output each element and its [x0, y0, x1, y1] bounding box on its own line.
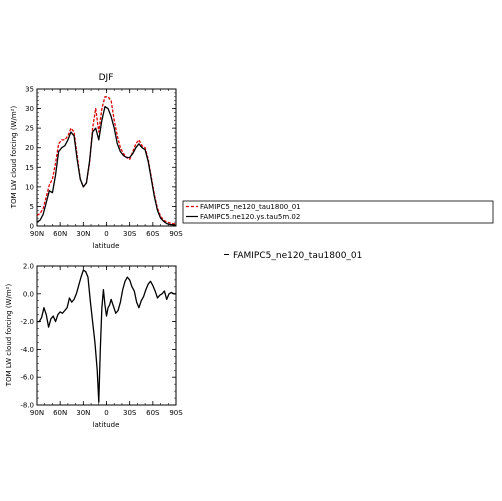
- top-tick-marks: [36, 88, 177, 227]
- y-tick-label: -4.0: [20, 346, 34, 354]
- bottom-x-tick-labels: 90N 60N 30N 0 30S 60S 90S: [30, 409, 183, 417]
- x-tick-label: 30S: [123, 409, 137, 417]
- y-tick-label: -6.0: [20, 374, 34, 382]
- legend-label-series-1: FAMIPC5_ne120_tau1800_01: [200, 203, 301, 211]
- top-y-tick-labels: 0 5 10 15 20 25 30 35: [25, 86, 34, 231]
- bottom-y-tick-labels: -8.0 -6.0 -4.0 -2.0 0.0 2.0: [20, 263, 34, 410]
- top-panel: DJF 0 5 10 15 20 25 30 35 90N 60N 30N 0 30S 60S 90S l…: [10, 73, 183, 250]
- x-tick-label: 60S: [146, 230, 160, 238]
- top-x-axis-title: latitude: [93, 242, 120, 250]
- y-tick-label: -2.0: [20, 318, 34, 326]
- y-tick-label: 35: [25, 86, 34, 94]
- bottom-y-axis-title: TOM LW cloud forcing (W/m²): [5, 284, 13, 388]
- difference-annotation: FAMIPC5_ne120_tau1800_01: [224, 251, 362, 261]
- annotation-label: FAMIPC5_ne120_tau1800_01: [233, 251, 362, 261]
- top-panel-title: DJF: [99, 73, 114, 83]
- y-tick-label: 30: [25, 105, 34, 113]
- y-tick-label: 25: [25, 125, 34, 133]
- x-tick-label: 90S: [169, 230, 183, 238]
- y-tick-label: 2.0: [23, 263, 34, 271]
- bottom-plot-frame: [36, 265, 177, 406]
- y-tick-label: 15: [25, 164, 34, 172]
- x-tick-label: 0: [104, 409, 108, 417]
- legend: FAMIPC5_ne120_tau1800_01 FAMIPC5.ne120.y…: [182, 200, 494, 224]
- bottom-series-group: [37, 269, 176, 403]
- legend-box: [182, 200, 494, 224]
- y-tick-label: 0.0: [23, 290, 34, 298]
- top-y-axis-title: TOM LW cloud forcing (W/m²): [10, 106, 18, 210]
- y-tick-label: 10: [25, 183, 34, 191]
- x-tick-label: 60N: [53, 409, 67, 417]
- x-tick-label: 30S: [123, 230, 137, 238]
- bottom-series-line-1: [37, 269, 176, 403]
- y-tick-label: -8.0: [20, 402, 34, 410]
- x-tick-label: 0: [104, 230, 108, 238]
- x-tick-label: 90N: [30, 409, 44, 417]
- top-series-line-1: [36, 96, 177, 225]
- bottom-x-axis-title: latitude: [93, 421, 120, 429]
- x-tick-label: 90N: [30, 230, 44, 238]
- x-tick-label: 30N: [76, 230, 90, 238]
- bottom-panel: -8.0-6.0-4.0-2.00.02.0 90N 60N 30N 0 30S 60S 9…: [5, 263, 183, 430]
- y-tick-label: 5: [30, 203, 34, 211]
- x-tick-label: 90S: [169, 409, 183, 417]
- y-tick-label: 0: [30, 223, 34, 231]
- y-tick-label: 20: [25, 144, 34, 152]
- x-tick-label: 60N: [53, 230, 67, 238]
- top-x-tick-labels: 90N 60N 30N 0 30S 60S 90S: [30, 230, 183, 238]
- x-tick-label: 60S: [146, 409, 160, 417]
- top-series-line-2: [36, 105, 177, 226]
- top-series-group: [36, 96, 177, 226]
- x-tick-label: 30N: [76, 409, 90, 417]
- legend-label-series-2: FAMIPC5.ne120.ys.tau5m.02: [200, 213, 300, 221]
- bottom-tick-marks: [36, 265, 177, 406]
